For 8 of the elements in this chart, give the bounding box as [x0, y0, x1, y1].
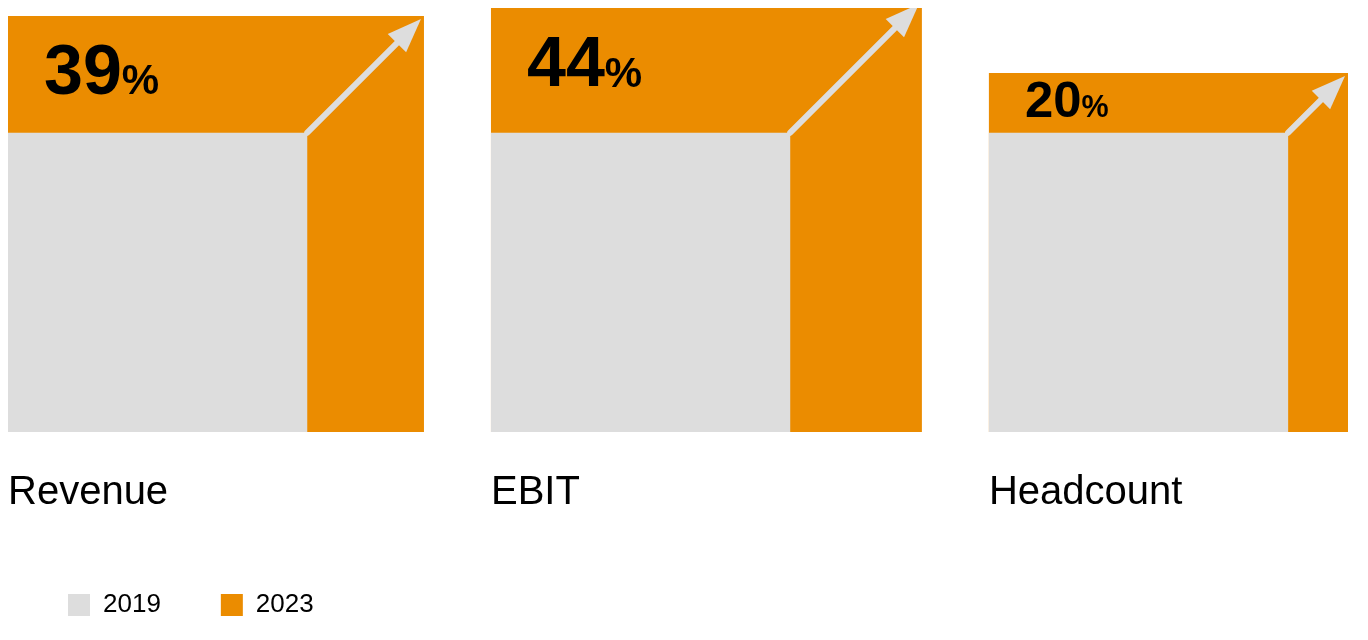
- data-label: 39%: [44, 30, 160, 109]
- category-label: Revenue: [8, 468, 169, 512]
- data-label: 44%: [526, 23, 643, 102]
- category-label: EBIT: [490, 468, 580, 512]
- legend-label: 2023: [255, 588, 314, 619]
- legend-label: 2019: [103, 588, 161, 619]
- category-label: Headcount: [988, 468, 1183, 512]
- data-label: 20%: [1024, 70, 1109, 128]
